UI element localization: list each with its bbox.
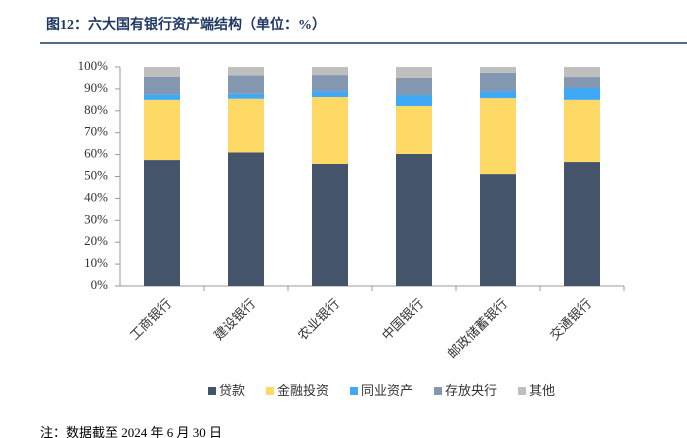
legend-label: 存放央行 xyxy=(445,383,497,398)
bar-segment xyxy=(564,77,600,89)
bar-segment xyxy=(228,98,264,153)
y-tick-label: 100% xyxy=(78,58,109,73)
y-tick-label: 60% xyxy=(84,146,108,161)
chart-title: 图12：六大国有银行资产端结构（单位：%） xyxy=(46,16,326,33)
y-tick-label: 70% xyxy=(84,124,108,139)
bar-segment xyxy=(396,153,432,286)
x-tick-label: 工商银行 xyxy=(127,296,174,343)
bar-segment xyxy=(564,162,600,286)
bar-segment xyxy=(480,67,516,73)
y-tick-label: 10% xyxy=(84,255,108,270)
y-tick-label: 90% xyxy=(84,80,108,95)
bar-segment xyxy=(144,67,180,77)
y-tick-label: 50% xyxy=(84,167,108,182)
bar-segment xyxy=(564,99,600,163)
x-tick-label: 邮政储蓄银行 xyxy=(444,296,510,362)
bar-segment xyxy=(480,98,516,175)
legend-swatch xyxy=(208,387,216,395)
x-tick-label: 交通银行 xyxy=(547,296,594,343)
y-tick-label: 30% xyxy=(84,211,108,226)
bar-segment xyxy=(312,67,348,76)
bar-segment xyxy=(228,93,264,99)
legend-swatch xyxy=(518,387,526,395)
y-tick-label: 20% xyxy=(84,233,108,248)
bar-segment xyxy=(228,67,264,76)
bar-segment xyxy=(396,95,432,106)
bar-segment xyxy=(312,91,348,98)
bar-segment xyxy=(480,72,516,92)
legend-label: 同业资产 xyxy=(361,383,413,398)
bar-segment xyxy=(312,97,348,165)
bar-segment xyxy=(228,152,264,286)
bar-segment xyxy=(564,88,600,100)
bar-segment xyxy=(228,75,264,94)
legend-swatch xyxy=(350,387,358,395)
bar-segment xyxy=(144,76,180,95)
legend-label: 金融投资 xyxy=(277,383,329,398)
bar-segment xyxy=(312,75,348,92)
x-tick-label: 农业银行 xyxy=(295,296,342,343)
bar-segment xyxy=(396,77,432,96)
bar-segment xyxy=(144,94,180,100)
y-tick-label: 40% xyxy=(84,189,108,204)
y-tick-label: 0% xyxy=(91,277,109,292)
bar-segment xyxy=(144,160,180,286)
x-tick-label: 建设银行 xyxy=(211,296,258,343)
bar-segment xyxy=(312,164,348,286)
bar-segment xyxy=(480,91,516,99)
legend-label: 贷款 xyxy=(219,383,245,398)
legend-swatch xyxy=(434,387,442,395)
y-tick-label: 80% xyxy=(84,102,108,117)
legend-swatch xyxy=(266,387,274,395)
bar-segment xyxy=(396,67,432,78)
footnote: 注：数据截至 2024 年 6 月 30 日 xyxy=(40,425,222,438)
x-tick-label: 中国银行 xyxy=(379,296,426,343)
bar-segment xyxy=(480,174,516,286)
bar-segment xyxy=(564,67,600,78)
legend-label: 其他 xyxy=(529,383,555,398)
bar-segment xyxy=(144,99,180,161)
bar-segment xyxy=(396,105,432,154)
